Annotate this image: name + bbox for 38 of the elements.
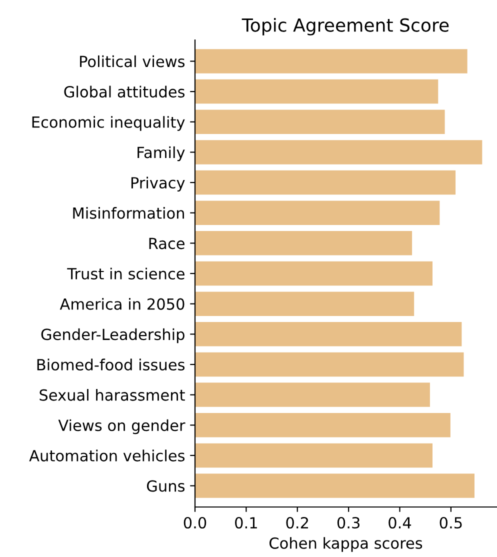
bar: [195, 200, 440, 225]
bar: [195, 231, 412, 256]
y-tick-label: Biomed-food issues: [37, 358, 185, 370]
y-tick-label: Race: [149, 238, 184, 250]
y-tick-label: Automation vehicles: [29, 450, 185, 462]
y-tick-label: Sexual harassment: [40, 388, 185, 401]
y-tick-label: Trust in science: [67, 268, 184, 280]
bar: [195, 49, 468, 74]
chart-title: Topic Agreement Score: [242, 18, 449, 36]
y-tick-label: Privacy: [131, 176, 185, 192]
bar: [195, 140, 482, 164]
bar: [195, 412, 450, 438]
y-tick-label: Guns: [146, 480, 185, 492]
bar: [195, 292, 414, 316]
y-tick-label: America in 2050: [60, 298, 184, 310]
y-tick-label: Economic inequality: [32, 116, 185, 131]
y-tick-label: Global attitudes: [64, 86, 185, 98]
x-tick-label: 0.0: [184, 516, 206, 529]
x-axis-title: Cohen kappa scores: [270, 537, 422, 552]
y-tick-label: Political views: [80, 55, 185, 68]
x-tick-label: 0.1: [235, 516, 257, 529]
bar: [195, 79, 438, 104]
bar: [195, 352, 464, 377]
x-tick-label: 0.4: [388, 516, 412, 529]
y-tick-label: Family: [138, 146, 185, 162]
bar: [195, 474, 474, 498]
bar: [195, 261, 433, 286]
bar: [195, 443, 433, 468]
x-tick-label: 0.3: [337, 516, 360, 529]
bar: [195, 170, 456, 195]
bar: [195, 110, 445, 134]
x-tick-label: 0.2: [286, 516, 308, 529]
x-tick-label: 0.5: [440, 516, 462, 529]
bar: [195, 322, 462, 346]
y-tick-label: Gender-Leadership: [41, 328, 184, 344]
bar: [195, 382, 430, 407]
y-tick-label: Misinformation: [73, 207, 184, 219]
y-tick-label: Views on gender: [58, 419, 186, 434]
